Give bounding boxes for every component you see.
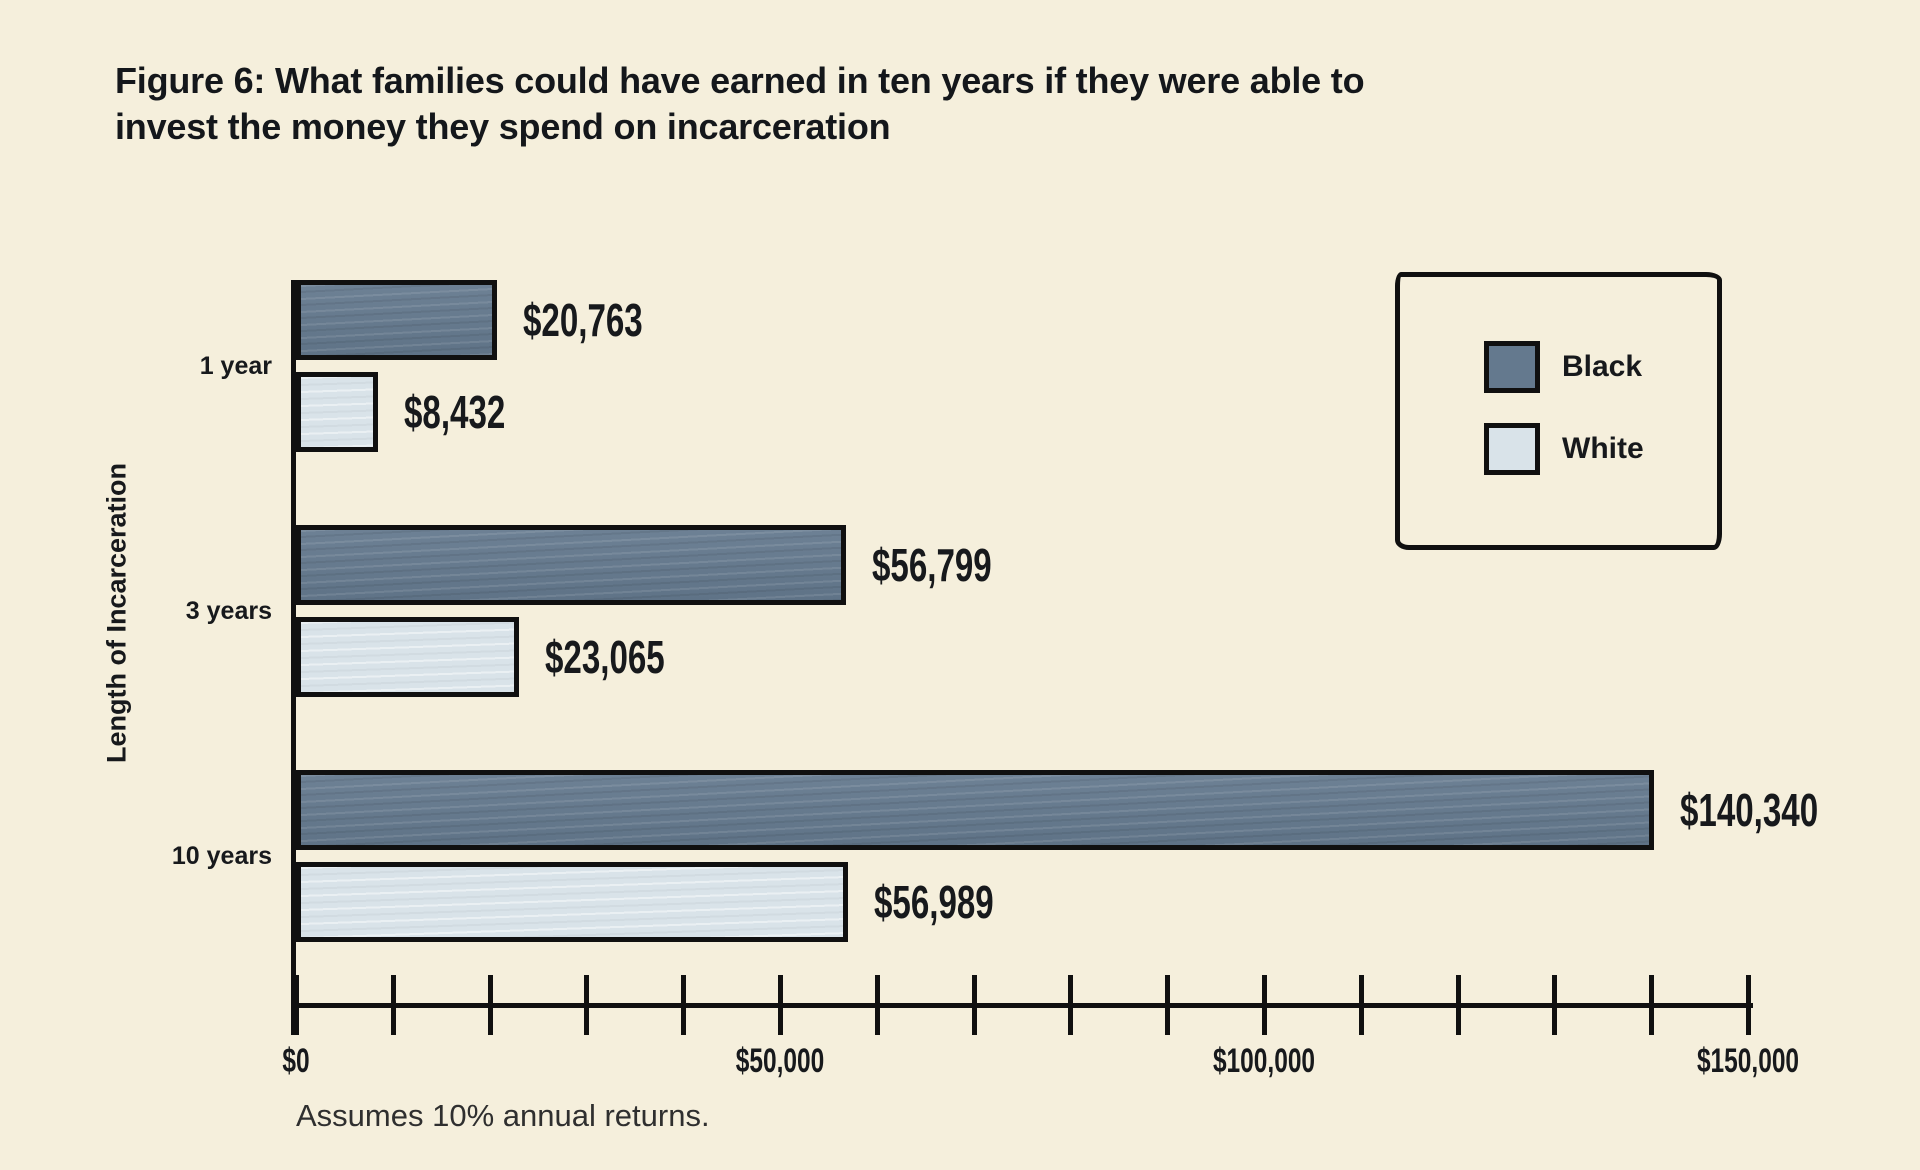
bar-value-label: $56,799 bbox=[872, 539, 992, 591]
y-axis-line bbox=[291, 280, 296, 1035]
x-axis-tick bbox=[1165, 975, 1171, 1035]
bar-black-3-years bbox=[296, 525, 846, 605]
x-axis-tick bbox=[874, 975, 880, 1035]
x-axis-tick bbox=[1746, 975, 1751, 1035]
x-axis-tick bbox=[1649, 975, 1655, 1035]
x-axis-tick-label: $100,000 bbox=[1212, 1042, 1316, 1080]
legend-swatch-white bbox=[1484, 423, 1540, 475]
x-axis-tick bbox=[971, 975, 977, 1035]
x-axis-tick-label: $50,000 bbox=[735, 1042, 825, 1080]
bar-value-label: $56,989 bbox=[874, 876, 994, 928]
legend-label-white: White bbox=[1562, 432, 1644, 465]
chart-footnote: Assumes 10% annual returns. bbox=[296, 1098, 710, 1133]
x-axis-tick bbox=[1552, 975, 1558, 1035]
category-label: 3 years bbox=[185, 597, 272, 625]
bar-value-label: $23,065 bbox=[545, 631, 665, 683]
x-axis-tick bbox=[390, 975, 396, 1035]
legend-swatch-black bbox=[1484, 341, 1540, 393]
legend-label-black: Black bbox=[1562, 350, 1643, 383]
bar-white-1-year bbox=[296, 372, 378, 452]
x-axis-tick bbox=[294, 975, 299, 1035]
bar-value-label: $20,763 bbox=[523, 294, 643, 346]
bar-white-3-years bbox=[296, 617, 519, 697]
x-axis-tick-label: $0 bbox=[282, 1042, 310, 1080]
category-label: 1 year bbox=[199, 352, 272, 380]
bar-value-label: $8,432 bbox=[404, 386, 506, 438]
figure-title-line1: Figure 6: What families could have earne… bbox=[115, 60, 1365, 101]
x-axis-line bbox=[291, 1003, 1753, 1008]
x-axis-tick bbox=[1262, 975, 1267, 1035]
figure-title-line2: invest the money they spend on incarcera… bbox=[115, 106, 891, 147]
category-label: 10 years bbox=[171, 842, 272, 870]
x-axis-tick bbox=[1455, 975, 1461, 1035]
bar-black-10-years bbox=[296, 770, 1654, 850]
figure-title: Figure 6: What families could have earne… bbox=[115, 58, 1715, 150]
bar-value-label: $140,340 bbox=[1680, 784, 1819, 836]
x-axis-tick bbox=[487, 975, 493, 1035]
x-axis-tick bbox=[681, 975, 687, 1035]
legend-box: Black White bbox=[1395, 272, 1722, 550]
bar-white-10-years bbox=[296, 862, 848, 942]
x-axis-tick bbox=[778, 975, 783, 1035]
x-axis-tick bbox=[1068, 975, 1074, 1035]
x-axis-tick bbox=[1358, 975, 1364, 1035]
plot-area: $0 $50,000 $100,000 $150,000 1 year $20,763 $8… bbox=[172, 270, 1818, 1090]
x-axis-tick bbox=[584, 975, 590, 1035]
x-axis-tick-label: $150,000 bbox=[1696, 1042, 1800, 1080]
bar-black-1-year bbox=[296, 280, 497, 360]
